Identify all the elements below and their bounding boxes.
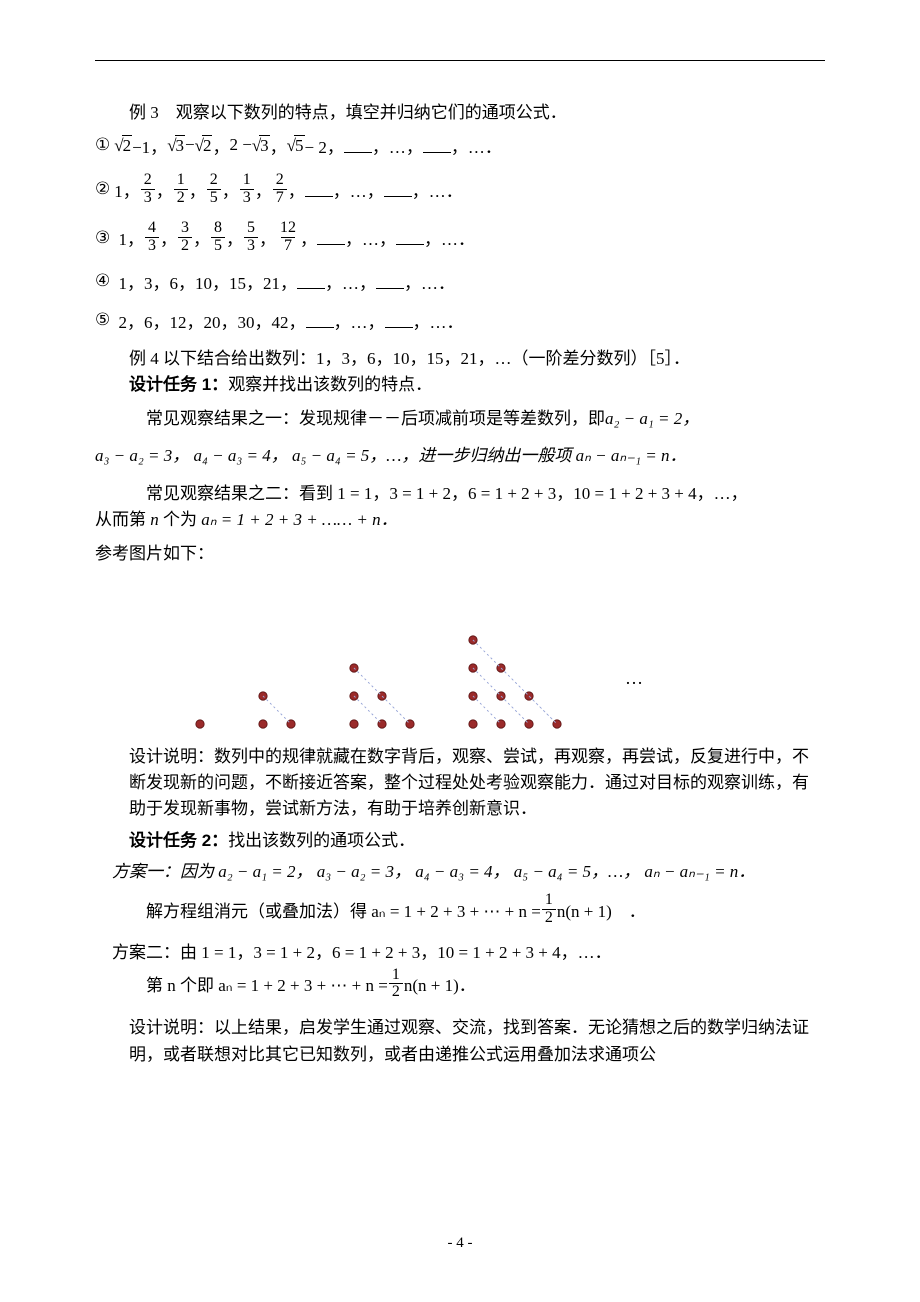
obs2-a: 常见观察结果之二：看到 1 = 1，3 = 1 + 2，6 = 1 + 2 + … xyxy=(95,482,825,506)
plan2-a: 方案二：由 1 = 1，3 = 1 + 2，6 = 1 + 2 + 3，10 =… xyxy=(95,941,825,965)
obs1-b: a₃ − a₂ = 3， a₄ − a₃ = 4， a₅ − a₄ = 5，…，… xyxy=(95,444,825,468)
sqrt-3: 3 xyxy=(167,135,185,156)
diagram-svg: … xyxy=(180,574,740,734)
seq-3: ③ 1， 43， 32， 85， 53， 127， ，…， ，…． xyxy=(95,220,825,255)
blank xyxy=(344,138,372,153)
explain1: 设计说明：数列中的规律就藏在数字背后，观察、尝试，再观察，再尝试，反复进行中，不… xyxy=(95,744,825,823)
seq-2: ② 1， 23， 12， 25， 13， 27， ，…， ，…． xyxy=(95,172,825,207)
seq-4: ④ 1，3，6，10，15，21， ，…， ，…． xyxy=(95,269,825,294)
seq-5: ⑤ 2，6，12，20，30，42， ，…， ，…． xyxy=(95,308,825,333)
circled-1: ① xyxy=(95,135,110,155)
plan1-a: 方案一：因为 a₂ − a₁ = 2， a₃ − a₂ = 3， a₄ − a₃… xyxy=(95,860,825,884)
plan1-b: 解方程组消元（或叠加法）得 aₙ = 1 + 2 + 3 + ⋯ + n = 1… xyxy=(95,892,825,927)
seq-1: ① 2−1， 3 − 2， 2 − 3， 5 − 2， ，…， ，…． xyxy=(95,133,825,158)
sqrt-2: 2 xyxy=(114,135,132,156)
explain2: 设计说明：以上结果，启发学生通过观察、交流，找到答案．无论猜想之后的数学归纳法证… xyxy=(95,1015,825,1068)
triangular-diagram: … xyxy=(95,574,825,734)
svg-text:…: … xyxy=(625,668,643,688)
plan2-b: 第 n 个即 aₙ = 1 + 2 + 3 + ⋯ + n = 12 n(n +… xyxy=(95,967,825,1002)
blank xyxy=(423,138,451,153)
top-rule xyxy=(95,60,825,61)
ref-img-label: 参考图片如下： xyxy=(95,542,825,566)
task1: 设计任务 1：观察并找出该数列的特点． xyxy=(95,373,825,397)
task2: 设计任务 2：找出该数列的通项公式． xyxy=(95,829,825,853)
page-number: - 4 - xyxy=(0,1235,920,1252)
ex3-title: 例 3 观察以下数列的特点，填空并归纳它们的通项公式． xyxy=(95,101,825,125)
obs2-b: 从而第 n 个为 aₙ = 1 + 2 + 3 + …… + n． xyxy=(95,508,825,532)
ex4-intro: 例 4 以下结合给出数列：1，3，6，10，15，21，…（一阶差分数列）［5］… xyxy=(95,347,825,371)
obs1-a: 常见观察结果之一：发现规律－－后项减前项是等差数列，即a₂ − a₁ = 2， xyxy=(95,407,825,431)
